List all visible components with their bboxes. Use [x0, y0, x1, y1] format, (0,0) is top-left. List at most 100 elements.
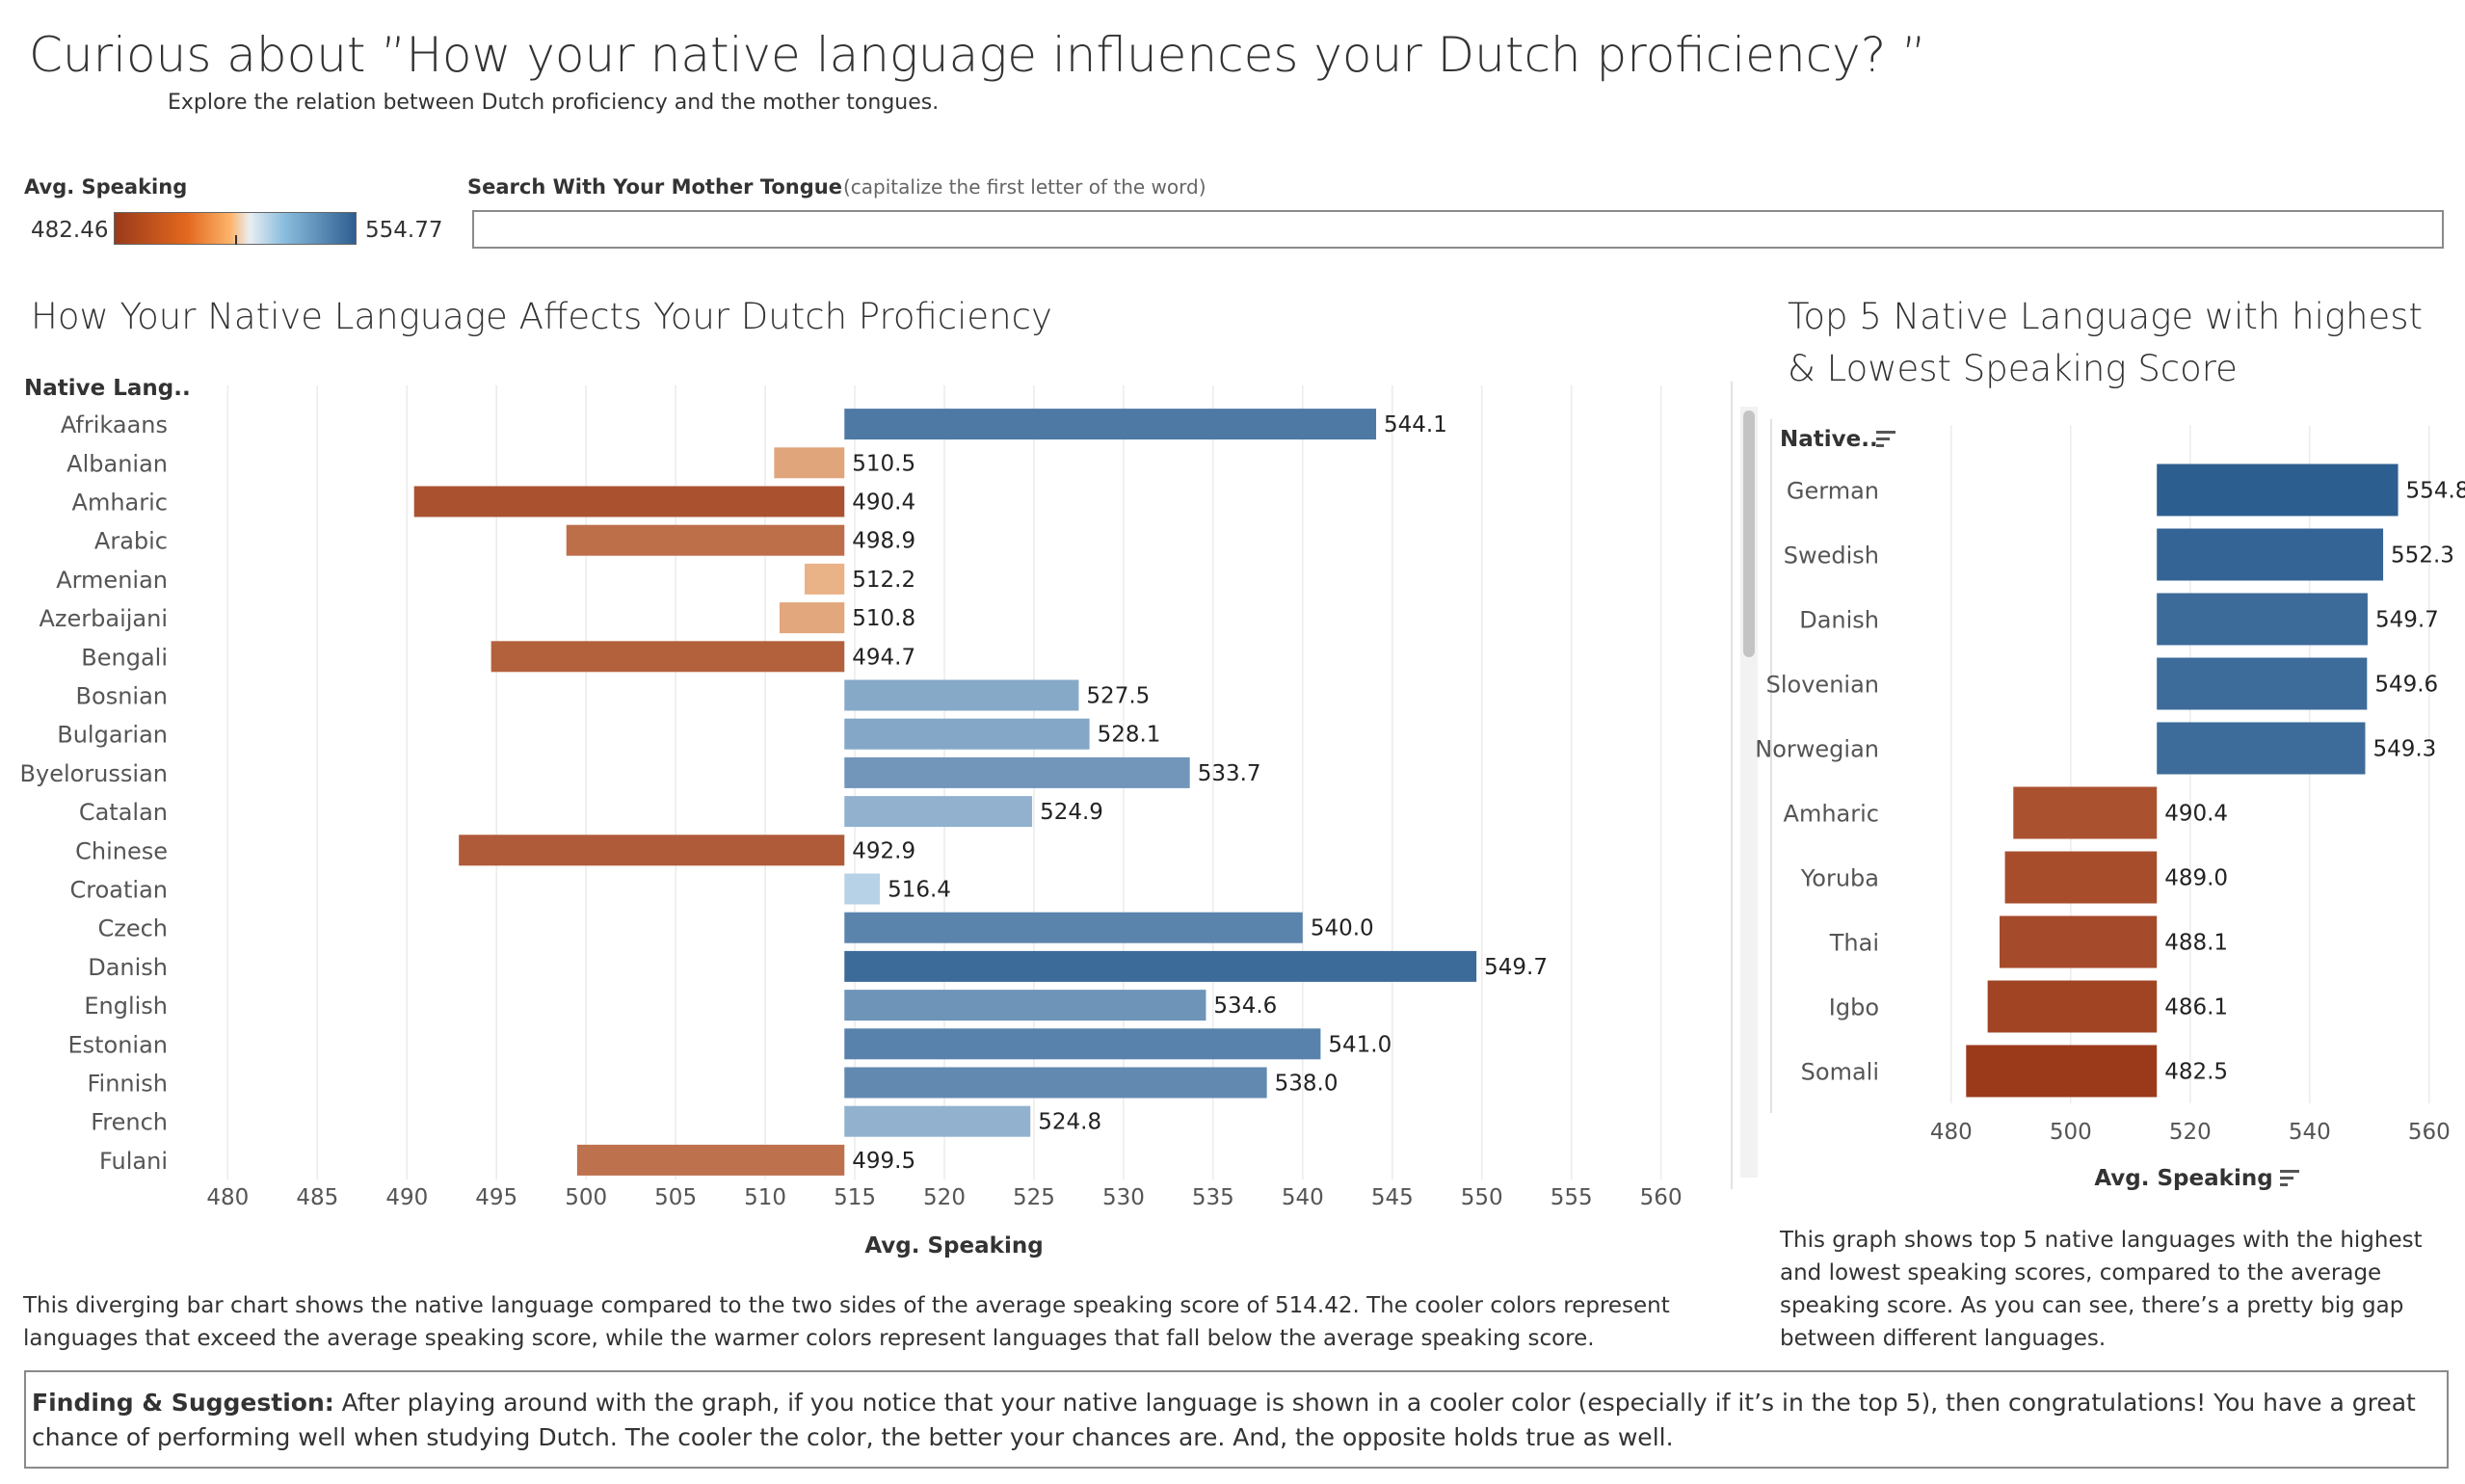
side-chart-title: Top 5 Native Language with highest & Low… — [1788, 296, 2424, 389]
x-tick-label: 525 — [1013, 1185, 1055, 1210]
finding-box: Finding & Suggestion: After playing arou… — [24, 1370, 2449, 1469]
bar[interactable] — [2000, 915, 2158, 968]
bar[interactable] — [576, 1144, 845, 1176]
category-label: German — [1787, 478, 1879, 505]
bar[interactable] — [413, 486, 845, 517]
category-label: Croatian — [70, 877, 168, 904]
bar[interactable] — [2157, 657, 2368, 710]
bar[interactable] — [2157, 722, 2366, 775]
bar[interactable] — [844, 409, 1377, 440]
x-tick-label: 520 — [923, 1185, 966, 1210]
category-label: Chinese — [75, 837, 168, 864]
category-label: Amharic — [72, 490, 168, 517]
x-tick-label: 495 — [475, 1185, 517, 1210]
data-label: 498.9 — [852, 529, 915, 554]
bar[interactable] — [774, 447, 845, 479]
data-label: 490.4 — [2164, 802, 2228, 827]
top5-bar-chart: Native.. German 554.8 Swedish 552.3 Danish 549… — [1755, 418, 2465, 1191]
category-label: Danish — [88, 954, 168, 981]
bar[interactable] — [2157, 464, 2399, 517]
data-label: 489.0 — [2164, 866, 2228, 891]
bar[interactable] — [844, 1028, 1321, 1060]
category-label: Amharic — [1784, 801, 1879, 828]
category-label: Bosnian — [76, 683, 168, 710]
data-label: 533.7 — [1198, 761, 1261, 786]
x-tick-label: 485 — [296, 1185, 338, 1210]
bar[interactable] — [804, 563, 845, 595]
data-label: 499.5 — [852, 1149, 915, 1174]
bar[interactable] — [844, 1067, 1267, 1099]
finding-body: After playing around with the graph, if … — [32, 1389, 2416, 1451]
main-chart-title: How Your Native Language Affects Your Du… — [31, 296, 1052, 337]
data-label: 549.6 — [2374, 673, 2438, 698]
data-label: 549.7 — [1484, 955, 1548, 980]
bar[interactable] — [844, 990, 1206, 1021]
data-label: 486.1 — [2164, 995, 2228, 1020]
category-label: French — [91, 1109, 168, 1136]
bar[interactable] — [1966, 1045, 2158, 1098]
category-label: Somali — [1801, 1059, 1879, 1086]
finding-label: Finding & Suggestion: — [32, 1389, 334, 1417]
bar[interactable] — [844, 1105, 1031, 1137]
category-label: Igbo — [1829, 994, 1879, 1021]
bar[interactable] — [2013, 786, 2158, 839]
category-label: Armenian — [56, 567, 168, 594]
bar[interactable] — [844, 912, 1303, 943]
data-label: 538.0 — [1275, 1072, 1339, 1097]
x-axis-title: Avg. Speaking — [864, 1233, 1043, 1259]
bar[interactable] — [459, 835, 845, 866]
x-tick-label: 540 — [1282, 1185, 1324, 1210]
bar[interactable] — [2157, 528, 2384, 581]
x-tick-label: 500 — [2050, 1120, 2092, 1145]
data-label: 488.1 — [2164, 931, 2228, 956]
bar[interactable] — [844, 718, 1090, 750]
bar[interactable] — [844, 796, 1033, 828]
data-label: 554.8 — [2406, 479, 2465, 504]
bar[interactable] — [2157, 593, 2368, 646]
data-label: 549.7 — [2375, 608, 2439, 633]
data-label: 494.7 — [852, 645, 915, 670]
data-label: 552.3 — [2391, 543, 2454, 569]
side-chart-description: This graph shows top 5 native languages … — [1780, 1228, 2423, 1351]
category-label: Yoruba — [1800, 865, 1879, 892]
category-label: Slovenian — [1766, 672, 1879, 699]
data-label: 524.9 — [1040, 800, 1103, 825]
x-tick-label: 555 — [1551, 1185, 1593, 1210]
sort-descending-icon[interactable] — [1876, 431, 1895, 447]
legend-min-value: 482.46 — [31, 218, 109, 243]
x-tick-label: 560 — [1640, 1185, 1683, 1210]
search-label: Search With Your Mother Tongue — [467, 175, 842, 199]
x-tick-label: 480 — [1930, 1120, 1973, 1145]
bar[interactable] — [844, 756, 1190, 788]
x-tick-label: 505 — [654, 1185, 697, 1210]
data-label: 534.6 — [1213, 994, 1277, 1019]
bar[interactable] — [566, 524, 845, 556]
data-label: 540.0 — [1311, 916, 1374, 941]
data-label: 516.4 — [888, 878, 951, 903]
sort-descending-icon[interactable] — [2280, 1170, 2299, 1186]
data-label: 490.4 — [852, 490, 915, 516]
category-label: Fulani — [99, 1148, 168, 1175]
y-axis-title: Native Lang.. — [24, 376, 191, 401]
diverging-bar-chart: Native Lang.. Afrikaans 544.1 Albanian 510.5… — [20, 376, 1733, 1259]
chart-scrollbar-thumb[interactable] — [1743, 411, 1755, 657]
bar[interactable] — [844, 873, 881, 905]
bar[interactable] — [2004, 851, 2158, 904]
bar[interactable] — [490, 641, 845, 673]
category-label: Byelorussian — [20, 760, 168, 787]
data-label: 482.5 — [2164, 1060, 2228, 1085]
bar[interactable] — [844, 679, 1079, 711]
data-label: 512.2 — [852, 568, 915, 593]
category-label: Czech — [97, 915, 168, 942]
y-axis-title: Native.. — [1780, 427, 1878, 452]
data-label: 527.5 — [1086, 684, 1150, 709]
bar[interactable] — [844, 950, 1477, 982]
data-label: 510.8 — [852, 606, 915, 631]
mother-tongue-search-input[interactable] — [472, 210, 2444, 249]
category-label: Bengali — [81, 644, 168, 671]
page-subtitle: Explore the relation between Dutch profi… — [168, 91, 940, 115]
category-label: Norwegian — [1755, 736, 1879, 763]
bar[interactable] — [1987, 980, 2158, 1033]
bar[interactable] — [779, 602, 845, 634]
x-tick-label: 520 — [2169, 1120, 2212, 1145]
